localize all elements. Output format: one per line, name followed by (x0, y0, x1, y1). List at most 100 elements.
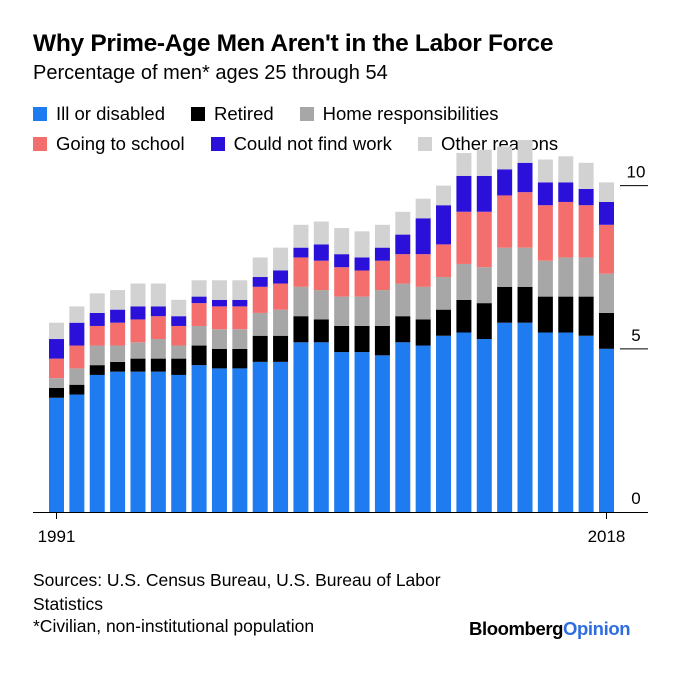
bar-2004-ill-or-disabled (313, 342, 329, 512)
bar-1999-going-to-school (211, 306, 227, 330)
bar-2013-going-to-school (497, 195, 513, 248)
bar-2017-ill-or-disabled (578, 335, 594, 512)
bar-2018-could-not-find-work (598, 201, 614, 225)
y-tick-label-10: 10 (627, 163, 646, 182)
bar-2011-ill-or-disabled (456, 332, 472, 512)
bar-2018-retired (598, 312, 614, 349)
bar-2002-other-reasons (273, 247, 289, 271)
legend-row-1: Ill or disabled Retired Home responsibil… (33, 99, 673, 129)
bar-2014-other-reasons (517, 139, 533, 163)
bar-2007-ill-or-disabled (374, 355, 390, 512)
bar-2014-could-not-find-work (517, 162, 533, 193)
bar-1994-could-not-find-work (110, 309, 126, 323)
legend-swatch-home-responsibilities (299, 107, 314, 121)
bar-2013-retired (497, 286, 513, 323)
bar-2010-home-responsibilities (436, 277, 452, 310)
bar-2003-retired (293, 316, 309, 343)
bar-2006-ill-or-disabled (354, 352, 370, 512)
bar-1998-other-reasons (191, 280, 207, 297)
bar-2018-home-responsibilities (598, 273, 614, 313)
bar-2003-could-not-find-work (293, 247, 309, 258)
bar-2009-could-not-find-work (415, 218, 431, 255)
bar-1991-retired (49, 387, 64, 398)
bar-2012-ill-or-disabled (476, 339, 492, 512)
legend-swatch-other-reasons (417, 137, 432, 151)
bar-1995-other-reasons (130, 283, 146, 307)
bar-1996-could-not-find-work (150, 306, 166, 317)
bar-1991-ill-or-disabled (49, 397, 64, 512)
bar-1992-retired (69, 384, 85, 395)
bar-2003-ill-or-disabled (293, 342, 309, 512)
bar-1995-could-not-find-work (130, 306, 146, 320)
bar-1997-could-not-find-work (171, 316, 187, 326)
bar-2018-ill-or-disabled (598, 348, 614, 512)
bar-2001-home-responsibilities (252, 312, 268, 336)
bar-2012-home-responsibilities (476, 267, 492, 304)
bar-2004-home-responsibilities (313, 290, 329, 320)
footnote-text: *Civilian, non-institutional population (33, 616, 315, 636)
bar-1994-ill-or-disabled (110, 371, 126, 512)
bar-1999-ill-or-disabled (211, 368, 227, 512)
bar-2004-going-to-school (313, 260, 329, 291)
bar-2006-other-reasons (354, 231, 370, 258)
bar-2008-home-responsibilities (395, 283, 411, 317)
bar-1999-home-responsibilities (211, 329, 227, 349)
bar-2009-retired (415, 319, 431, 346)
bar-2004-could-not-find-work (313, 244, 329, 261)
bar-2017-retired (578, 296, 594, 336)
legend-item-ill-or-disabled: Ill or disabled (33, 103, 165, 125)
bar-2018-other-reasons (598, 182, 614, 202)
bar-2015-could-not-find-work (537, 182, 553, 206)
y-tick-label-0: 0 (631, 489, 640, 508)
bar-2014-going-to-school (517, 192, 533, 248)
legend-swatch-going-to-school (33, 137, 47, 151)
bar-2007-going-to-school (374, 260, 390, 291)
bar-2002-home-responsibilities (273, 309, 289, 336)
x-tick-label-2018: 2018 (588, 527, 626, 546)
bar-2011-retired (456, 299, 472, 333)
legend-label-going-to-school: Going to school (56, 133, 185, 154)
bar-1993-could-not-find-work (89, 312, 105, 326)
chart-title: Why Prime-Age Men Aren't in the Labor Fo… (33, 30, 554, 57)
chart-subtitle: Percentage of men* ages 25 through 54 (33, 62, 388, 84)
bar-2000-other-reasons (232, 280, 248, 300)
bar-1996-retired (150, 358, 166, 372)
bar-1993-other-reasons (89, 293, 105, 313)
bar-2017-could-not-find-work (578, 188, 594, 206)
bar-2012-going-to-school (476, 211, 492, 268)
bar-2003-going-to-school (293, 257, 309, 287)
bar-1991-home-responsibilities (49, 378, 64, 388)
legend-swatch-could-not-find-work (210, 137, 225, 151)
bar-1999-other-reasons (211, 280, 227, 300)
bar-2004-retired (313, 319, 329, 343)
logo-bloomberg: Bloomberg (469, 618, 564, 639)
bar-2015-ill-or-disabled (537, 332, 553, 512)
bar-2017-other-reasons (578, 162, 594, 189)
bar-2016-ill-or-disabled (558, 332, 574, 512)
bar-2004-other-reasons (313, 221, 329, 245)
bar-2000-ill-or-disabled (232, 368, 248, 512)
bar-2001-could-not-find-work (252, 277, 268, 287)
bar-1998-ill-or-disabled (191, 365, 207, 512)
bar-2006-home-responsibilities (354, 296, 370, 326)
bar-1997-going-to-school (171, 325, 187, 346)
bar-1992-ill-or-disabled (69, 394, 85, 512)
bar-1997-ill-or-disabled (171, 374, 187, 512)
bar-2009-ill-or-disabled (415, 345, 431, 512)
bar-2014-home-responsibilities (517, 247, 533, 287)
sources-text: Sources: U.S. Census Bureau, U.S. Bureau… (33, 570, 441, 614)
bar-2016-retired (558, 296, 574, 333)
bar-2001-going-to-school (252, 286, 268, 313)
bar-1994-going-to-school (110, 322, 126, 346)
bar-2002-could-not-find-work (273, 270, 289, 284)
bar-2002-ill-or-disabled (273, 361, 289, 512)
bar-2003-other-reasons (293, 224, 309, 248)
legend-item-retired: Retired (191, 103, 274, 125)
legend-item-could-not-find-work: Could not find work (210, 133, 392, 155)
bar-2006-going-to-school (354, 270, 370, 297)
bar-2016-home-responsibilities (558, 257, 574, 297)
bar-2005-going-to-school (334, 267, 350, 297)
bar-1998-home-responsibilities (191, 325, 207, 346)
bar-2008-going-to-school (395, 254, 411, 284)
